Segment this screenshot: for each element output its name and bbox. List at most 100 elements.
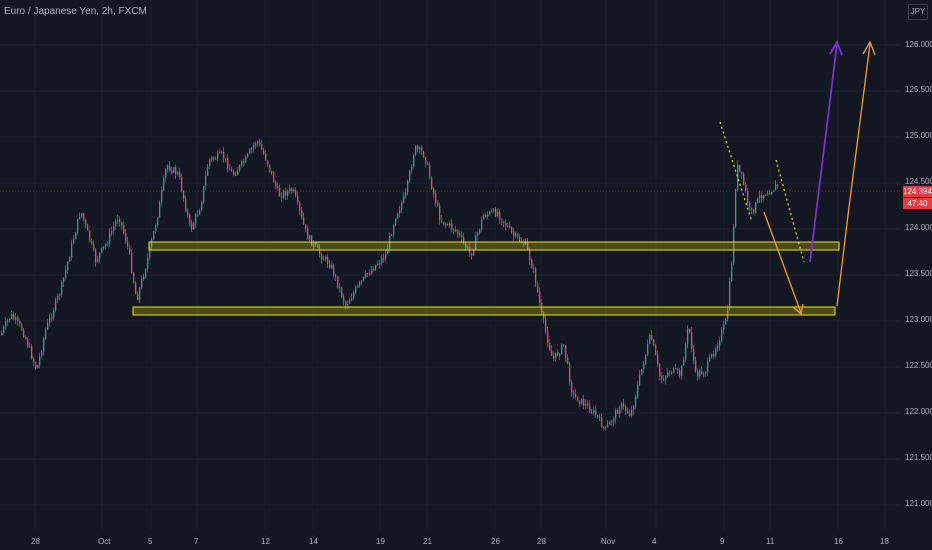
candle-body	[625, 406, 627, 412]
candle-body	[399, 209, 401, 214]
candle-body	[675, 368, 677, 370]
candle-body	[735, 189, 737, 227]
candle-body	[269, 164, 271, 171]
candle-body	[303, 216, 305, 225]
candle-body	[321, 254, 323, 260]
candle-body	[97, 258, 99, 262]
candle-body	[525, 241, 527, 245]
candle-body	[179, 172, 181, 177]
candle-body	[43, 338, 45, 352]
candle-body	[753, 209, 755, 213]
candle-body	[529, 249, 531, 261]
candle-body	[275, 182, 277, 187]
candle-body	[731, 263, 733, 282]
candle-body	[65, 269, 67, 278]
candle-body	[479, 229, 481, 234]
candle-body	[137, 293, 139, 300]
candle-body	[569, 363, 571, 383]
candle-body	[329, 264, 331, 268]
candle-body	[155, 225, 157, 232]
candle-body	[499, 211, 501, 219]
candle-body	[61, 282, 63, 295]
candle-body	[217, 152, 219, 159]
candle-body	[299, 202, 301, 211]
candle-body	[627, 411, 629, 414]
last-price-label: 124.394	[903, 186, 932, 197]
date-tick: 28	[31, 537, 40, 546]
candle-body	[741, 171, 743, 174]
candle-body	[15, 317, 17, 320]
candle-body	[357, 285, 359, 288]
candle-body	[315, 242, 317, 245]
currency-button[interactable]: JPY	[908, 4, 928, 20]
candle-body	[715, 349, 717, 356]
date-tick: 19	[376, 537, 385, 546]
candle-body	[103, 246, 105, 248]
candle-body	[561, 344, 563, 355]
candle-body	[223, 152, 225, 159]
candle-body	[265, 153, 267, 161]
candle-body	[425, 157, 427, 164]
candle-body	[67, 261, 69, 270]
candle-body	[147, 258, 149, 269]
candle-body	[405, 192, 407, 196]
candle-body	[519, 236, 521, 242]
candle-body	[511, 227, 513, 233]
candle-body	[445, 223, 447, 225]
candle-body	[515, 233, 517, 236]
candle-body	[11, 314, 13, 319]
candle-body	[289, 188, 291, 192]
candle-body	[431, 177, 433, 189]
candle-body	[237, 170, 239, 176]
candle-body	[57, 295, 59, 300]
candle-body	[663, 379, 665, 381]
candle-body	[213, 157, 215, 159]
candle-body	[717, 345, 719, 350]
candle-body	[711, 354, 713, 358]
candle-body	[111, 231, 113, 233]
candle-body	[435, 193, 437, 204]
candle-body	[41, 351, 43, 356]
date-tick: 7	[194, 537, 199, 546]
candle-body	[127, 241, 129, 247]
candle-body	[501, 218, 503, 222]
candle-body	[395, 218, 397, 226]
projection-arrow-orange-head	[862, 40, 876, 56]
candle-body	[387, 248, 389, 255]
candle-body	[45, 329, 47, 339]
price-tick: 121.500	[905, 453, 932, 462]
candle-body	[297, 196, 299, 203]
candle-body	[533, 268, 535, 270]
candle-body	[195, 214, 197, 224]
candle-body	[301, 210, 303, 217]
candle-body	[457, 230, 459, 234]
candle-body	[165, 169, 167, 179]
candle-body	[649, 334, 651, 344]
candle-body	[745, 184, 747, 192]
candle-body	[491, 211, 493, 213]
candle-body	[553, 355, 555, 359]
candle-body	[309, 235, 311, 240]
candle-body	[463, 236, 465, 243]
candle-body	[89, 230, 91, 241]
projection-arrow-purple-head	[829, 39, 843, 56]
candle-body	[73, 239, 75, 244]
candlestick-series	[1, 138, 779, 431]
candle-body	[143, 277, 145, 280]
candle-body	[177, 172, 179, 175]
date-tick: 12	[261, 537, 270, 546]
candle-body	[105, 244, 107, 247]
candle-body	[647, 343, 649, 355]
candle-body	[629, 413, 631, 417]
candle-body	[441, 219, 443, 223]
candle-body	[185, 198, 187, 211]
candle-body	[3, 326, 5, 333]
candle-body	[243, 161, 245, 163]
candle-body	[549, 343, 551, 351]
candle-body	[351, 298, 353, 301]
candle-body	[729, 281, 731, 310]
candle-body	[249, 149, 251, 154]
candle-body	[29, 346, 31, 348]
candle-body	[575, 393, 577, 397]
